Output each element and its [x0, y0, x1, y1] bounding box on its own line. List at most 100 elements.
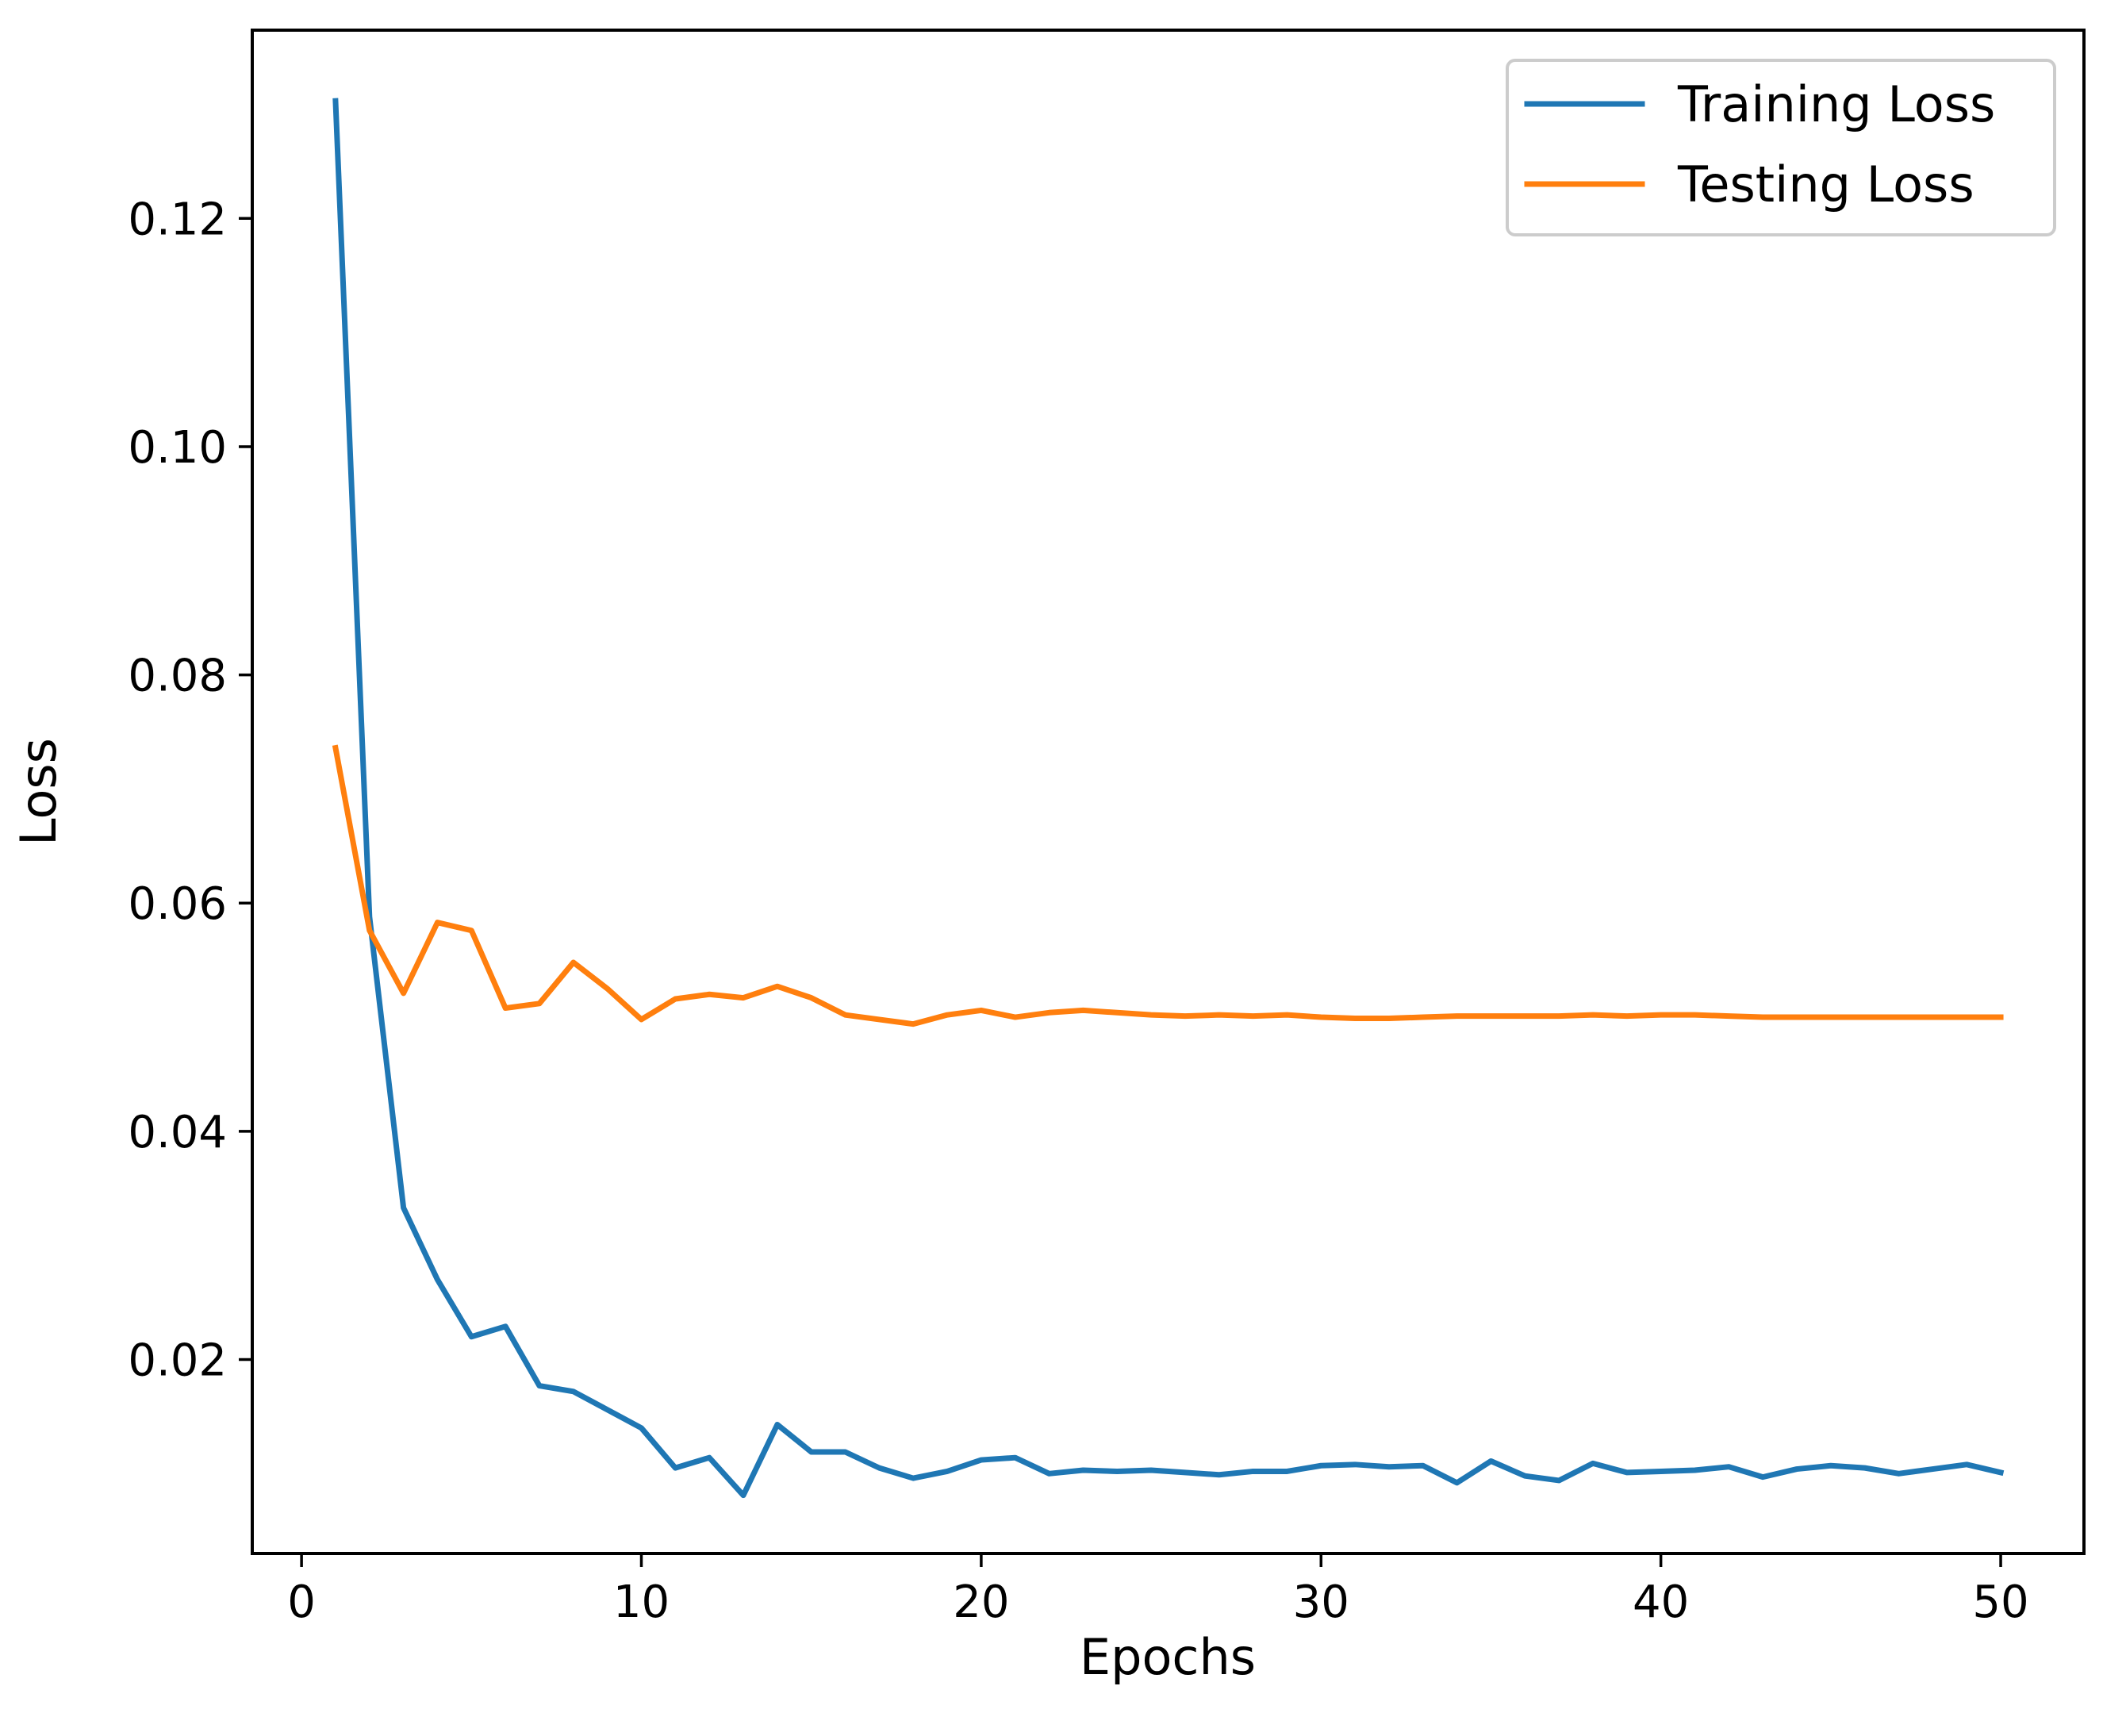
data-point-training-loss — [1080, 1468, 1085, 1473]
data-point-testing-loss — [1047, 1010, 1052, 1015]
x-axis-label: Epochs — [1080, 1628, 1256, 1686]
data-point-training-loss — [1998, 1470, 2003, 1475]
data-point-training-loss — [1183, 1470, 1188, 1475]
data-point-testing-loss — [537, 1001, 542, 1006]
y-tick-label: 0.04 — [128, 1107, 227, 1158]
data-point-training-loss — [1488, 1459, 1493, 1464]
y-tick-label: 0.06 — [128, 878, 227, 930]
data-point-training-loss — [775, 1422, 780, 1427]
data-point-testing-loss — [333, 746, 338, 751]
data-point-testing-loss — [571, 960, 576, 965]
data-point-testing-loss — [1080, 1008, 1085, 1012]
plot-frame — [251, 29, 2086, 1555]
data-point-training-loss — [673, 1465, 677, 1470]
data-point-testing-loss — [639, 1017, 644, 1022]
y-tick-label: 0.08 — [128, 651, 227, 702]
data-point-training-loss — [1863, 1465, 1867, 1470]
data-point-testing-loss — [809, 996, 814, 1001]
data-point-testing-loss — [911, 1022, 915, 1027]
data-point-testing-loss — [1692, 1012, 1697, 1017]
series-line-training-loss — [332, 98, 2005, 1499]
data-point-testing-loss — [1659, 1012, 1664, 1017]
x-tick-label: 50 — [1972, 1577, 2028, 1628]
x-tick-label: 30 — [1293, 1577, 1349, 1628]
x-tick-label: 40 — [1633, 1577, 1689, 1628]
x-tick-label: 0 — [287, 1577, 316, 1628]
data-point-testing-loss — [1522, 1014, 1527, 1019]
data-point-training-loss — [1591, 1461, 1595, 1465]
y-tick-label: 0.12 — [128, 194, 227, 245]
data-point-testing-loss — [1488, 1014, 1493, 1019]
data-point-training-loss — [1217, 1473, 1222, 1477]
data-point-training-loss — [1318, 1463, 1323, 1468]
data-point-training-loss — [605, 1408, 610, 1412]
data-point-testing-loss — [1625, 1014, 1629, 1019]
data-point-training-loss — [945, 1469, 950, 1473]
data-point-testing-loss — [1930, 1015, 1935, 1020]
data-point-training-loss — [1692, 1468, 1697, 1473]
data-point-training-loss — [639, 1426, 644, 1431]
data-point-training-loss — [1387, 1465, 1391, 1469]
data-point-testing-loss — [1455, 1014, 1460, 1019]
data-point-testing-loss — [1251, 1014, 1256, 1019]
x-tick-label: 20 — [953, 1577, 1009, 1628]
data-point-testing-loss — [1760, 1015, 1765, 1020]
data-point-training-loss — [1829, 1463, 1833, 1468]
data-point-testing-loss — [1897, 1015, 1902, 1020]
data-point-training-loss — [1897, 1471, 1902, 1476]
data-point-testing-loss — [1353, 1016, 1357, 1020]
data-point-training-loss — [741, 1493, 746, 1498]
data-point-testing-loss — [1183, 1014, 1188, 1019]
data-point-testing-loss — [1284, 1012, 1289, 1017]
data-point-testing-loss — [1149, 1012, 1153, 1017]
data-point-training-loss — [1930, 1467, 1935, 1472]
y-axis-label: Loss — [10, 738, 67, 846]
x-tick-label: 10 — [613, 1577, 670, 1628]
data-point-testing-loss — [605, 986, 610, 991]
data-point-testing-loss — [1387, 1016, 1391, 1020]
data-point-training-loss — [1659, 1469, 1664, 1473]
data-point-training-loss — [1284, 1469, 1289, 1473]
legend: Training Loss Testing Loss — [1506, 59, 2056, 236]
data-point-testing-loss — [877, 1017, 881, 1022]
data-point-training-loss — [877, 1465, 881, 1470]
data-point-training-loss — [469, 1335, 474, 1339]
data-point-testing-loss — [1591, 1012, 1595, 1017]
data-point-testing-loss — [1115, 1010, 1119, 1015]
data-point-testing-loss — [1726, 1014, 1731, 1019]
data-point-testing-loss — [469, 928, 474, 933]
data-point-training-loss — [1760, 1475, 1765, 1480]
data-point-training-loss — [1251, 1469, 1256, 1473]
data-point-testing-loss — [1318, 1015, 1323, 1020]
data-point-testing-loss — [367, 928, 372, 933]
legend-label-training-loss: Training Loss — [1677, 75, 1995, 133]
data-point-testing-loss — [1863, 1015, 1867, 1020]
data-point-testing-loss — [1829, 1015, 1833, 1020]
data-point-training-loss — [1964, 1462, 1969, 1467]
data-point-training-loss — [1353, 1462, 1357, 1467]
data-point-training-loss — [503, 1324, 508, 1329]
data-point-testing-loss — [707, 992, 712, 997]
data-point-training-loss — [809, 1450, 814, 1454]
data-point-testing-loss — [1556, 1014, 1561, 1019]
data-point-testing-loss — [1998, 1015, 2003, 1020]
series-line-testing-loss — [332, 744, 2004, 1027]
data-point-training-loss — [571, 1389, 576, 1394]
data-point-training-loss — [401, 1205, 406, 1210]
data-point-testing-loss — [1964, 1015, 1969, 1020]
tick-layer: 0 10 20 30 40 50 0.02 0.04 0.06 0.08 0.10 0.12 — [128, 194, 2028, 1628]
data-point-training-loss — [1556, 1478, 1561, 1483]
data-point-testing-loss — [435, 920, 439, 925]
data-point-testing-loss — [945, 1012, 950, 1017]
data-point-training-loss — [1047, 1471, 1052, 1476]
data-point-testing-loss — [843, 1012, 848, 1017]
data-point-testing-loss — [503, 1006, 508, 1011]
data-point-testing-loss — [673, 997, 677, 1001]
legend-label-testing-loss: Testing Loss — [1677, 156, 1974, 213]
data-point-training-loss — [911, 1476, 915, 1481]
data-point-testing-loss — [1217, 1012, 1222, 1017]
data-point-testing-loss — [1794, 1015, 1799, 1020]
